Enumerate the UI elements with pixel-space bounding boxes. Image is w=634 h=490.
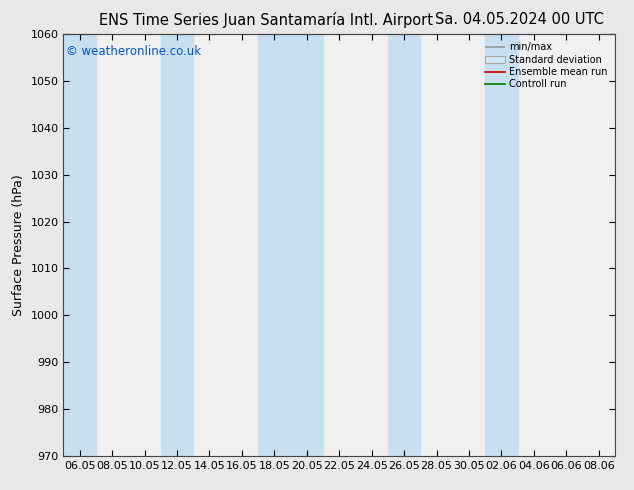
Text: Sa. 04.05.2024 00 UTC: Sa. 04.05.2024 00 UTC <box>436 12 604 27</box>
Bar <box>258 34 290 456</box>
Text: © weatheronline.co.uk: © weatheronline.co.uk <box>66 45 201 58</box>
Text: ENS Time Series Juan Santamaría Intl. Airport: ENS Time Series Juan Santamaría Intl. Ai… <box>100 12 433 28</box>
Bar <box>290 34 323 456</box>
Bar <box>161 34 193 456</box>
Bar <box>388 34 420 456</box>
Bar <box>63 34 96 456</box>
Y-axis label: Surface Pressure (hPa): Surface Pressure (hPa) <box>12 174 25 316</box>
Bar <box>485 34 517 456</box>
Legend: min/max, Standard deviation, Ensemble mean run, Controll run: min/max, Standard deviation, Ensemble me… <box>482 39 610 92</box>
